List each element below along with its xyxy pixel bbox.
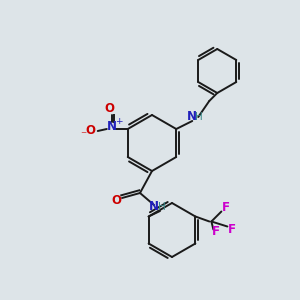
Text: F: F: [221, 201, 230, 214]
Text: O: O: [86, 124, 96, 137]
Text: ⁻: ⁻: [81, 130, 87, 142]
Text: N: N: [187, 110, 197, 124]
Text: N: N: [149, 200, 159, 214]
Text: F: F: [212, 225, 219, 238]
Text: +: +: [115, 116, 122, 125]
Text: H: H: [195, 112, 203, 122]
Text: O: O: [105, 101, 115, 115]
Text: H: H: [158, 202, 166, 212]
Text: N: N: [107, 121, 117, 134]
Text: O: O: [111, 194, 121, 206]
Text: F: F: [227, 223, 236, 236]
